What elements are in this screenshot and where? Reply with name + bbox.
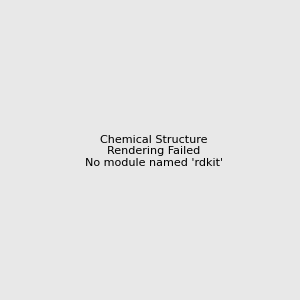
Text: Chemical Structure
Rendering Failed
No module named 'rdkit': Chemical Structure Rendering Failed No m…	[85, 135, 223, 168]
